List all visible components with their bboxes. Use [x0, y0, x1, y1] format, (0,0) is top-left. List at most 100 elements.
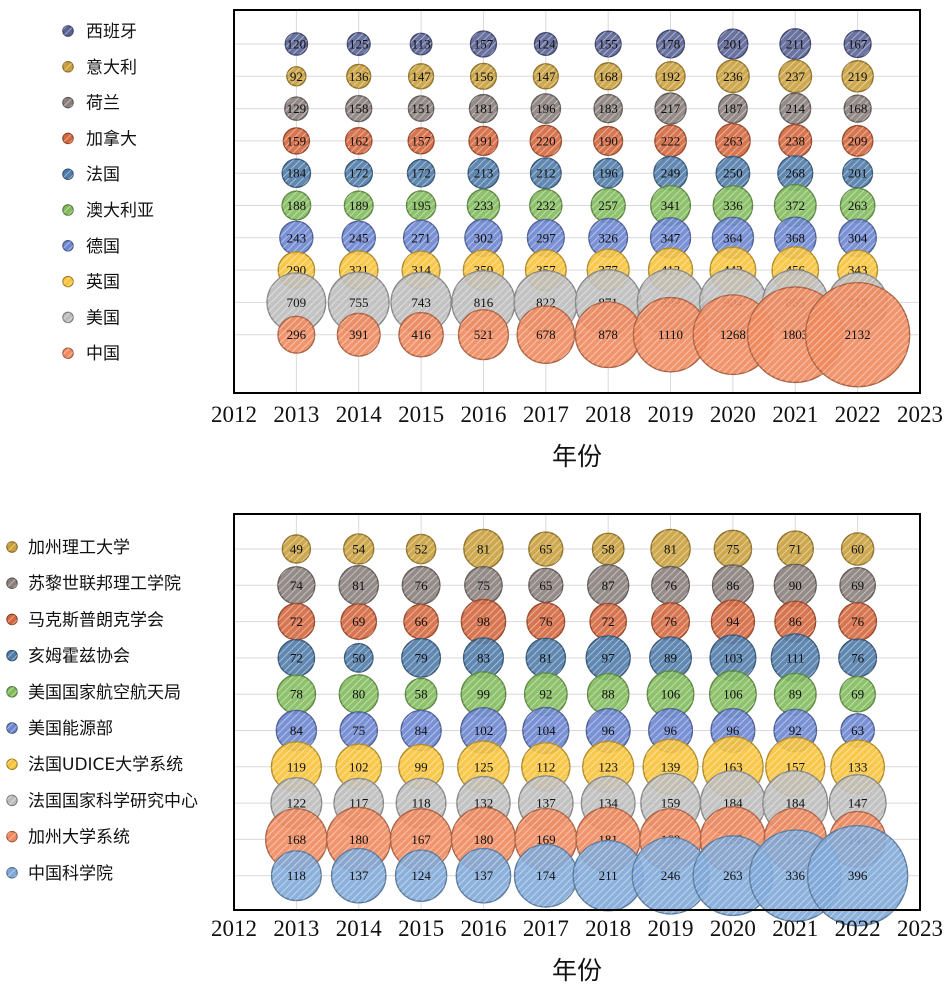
bubble-hatch	[839, 567, 876, 603]
bubble-2013: 74	[277, 566, 316, 605]
x-tick-label: 2013	[273, 402, 319, 427]
bubble-hatch	[341, 603, 377, 640]
bubble-2021: 368	[773, 216, 817, 260]
legend-entry: 加州理工大学	[6, 538, 130, 558]
bubble-2019: 106	[646, 670, 695, 719]
data-label: 213	[474, 166, 494, 181]
bubble-2015: 157	[407, 127, 435, 155]
data-label: 196	[536, 101, 556, 116]
bubble-hatch	[464, 219, 503, 257]
data-label: 96	[726, 723, 740, 738]
bubble-2015: 113	[409, 32, 433, 56]
data-label: 172	[411, 166, 431, 181]
data-label: 372	[786, 198, 806, 213]
bubble-2015: 66	[403, 603, 439, 640]
bubble-hatch	[522, 707, 569, 754]
data-label: 157	[474, 37, 494, 52]
data-label: 84	[415, 723, 429, 738]
data-label: 81	[477, 542, 490, 557]
bubble-hatch	[842, 125, 873, 157]
bubble-2016: 83	[462, 637, 505, 679]
data-label: 76	[539, 614, 553, 629]
data-label: 159	[661, 796, 681, 811]
x-tick-label: 2021	[772, 402, 818, 427]
bubble-2016: 98	[460, 598, 507, 645]
bubble-2021: 238	[778, 123, 813, 158]
legend-label: 美国国家航空航天局	[28, 683, 181, 703]
bubble-hatch	[277, 675, 316, 714]
bubble-hatch	[588, 218, 628, 258]
legend-marker-hatch	[62, 169, 74, 180]
bubble-2013: 119	[270, 741, 322, 793]
bubble-2022: 167	[843, 29, 872, 59]
data-label: 147	[536, 69, 556, 84]
data-label: 184	[786, 796, 806, 811]
data-label: 98	[477, 614, 490, 629]
bubble-2019: 81	[650, 528, 691, 570]
bubble-hatch	[346, 64, 371, 89]
bubble-2016: 521	[457, 309, 510, 361]
bubble-2022: 304	[838, 218, 877, 258]
data-label: 190	[598, 133, 618, 148]
bubble-hatch	[391, 272, 452, 333]
bubble-hatch	[712, 217, 754, 259]
bubble-hatch	[807, 825, 908, 926]
bubble-hatch	[774, 564, 817, 607]
bubble-2014: 125	[346, 31, 371, 57]
bubble-hatch	[780, 28, 811, 60]
bubble-hatch	[716, 60, 750, 93]
data-label: 69	[851, 687, 864, 702]
legend-label: 意大利	[86, 58, 137, 78]
legend-label: 加拿大	[86, 128, 137, 149]
bubble-2015: 151	[407, 95, 435, 122]
data-label: 89	[789, 687, 802, 702]
bubble-2019: 341	[650, 184, 692, 227]
data-label: 396	[848, 868, 868, 883]
bubble-2018: 88	[586, 672, 630, 716]
data-label: 99	[477, 687, 490, 702]
bubble-hatch	[779, 60, 812, 93]
data-label: 49	[290, 542, 303, 557]
data-label: 238	[786, 133, 806, 148]
bubble-hatch	[839, 676, 876, 712]
bubble-2020: 250	[715, 155, 751, 191]
bubble-hatch	[328, 272, 390, 333]
bubble-hatch	[844, 30, 872, 58]
legend-marker-hatch	[6, 650, 18, 661]
data-label: 75	[477, 578, 490, 593]
legend-marker-hatch	[62, 133, 74, 144]
bubble-2013: 120	[284, 32, 309, 56]
bubble-hatch	[401, 710, 442, 751]
bubble-2019: 89	[649, 636, 693, 680]
legend-entry: 加拿大	[62, 128, 137, 149]
x-tick-label: 2023	[897, 916, 943, 941]
bubbles: 120 125 113 157 124 155 178 201 211 167 92 136 147 15…	[266, 28, 911, 388]
bubble-hatch	[401, 638, 441, 678]
bubble-hatch	[284, 97, 308, 121]
bubble-hatch	[647, 671, 694, 718]
x-tick-label: 2020	[710, 916, 756, 941]
data-label: 391	[349, 327, 369, 342]
legend-entry: 法国	[62, 165, 120, 185]
data-label: 76	[664, 614, 678, 629]
data-label: 75	[352, 723, 365, 738]
data-label: 92	[539, 687, 552, 702]
data-label: 189	[349, 198, 369, 213]
bubble-hatch	[344, 643, 373, 673]
data-label: 217	[661, 101, 681, 116]
x-axis-label: 年份	[552, 442, 602, 471]
bubble-hatch	[331, 848, 386, 903]
data-label: 297	[536, 230, 556, 245]
bubble-hatch	[528, 532, 563, 566]
bubble-hatch	[841, 532, 874, 566]
legend-entry: 意大利	[62, 58, 137, 78]
bubble-2019: 217	[654, 92, 687, 125]
bubble-2017: 232	[529, 188, 563, 223]
data-label: 119	[287, 759, 306, 774]
bubble-hatch	[271, 850, 322, 901]
bubble-hatch	[650, 185, 691, 226]
bubble-2016: 233	[466, 188, 501, 223]
bubble-hatch	[463, 638, 504, 678]
data-label: 90	[789, 578, 802, 593]
data-label: 81	[664, 542, 677, 557]
